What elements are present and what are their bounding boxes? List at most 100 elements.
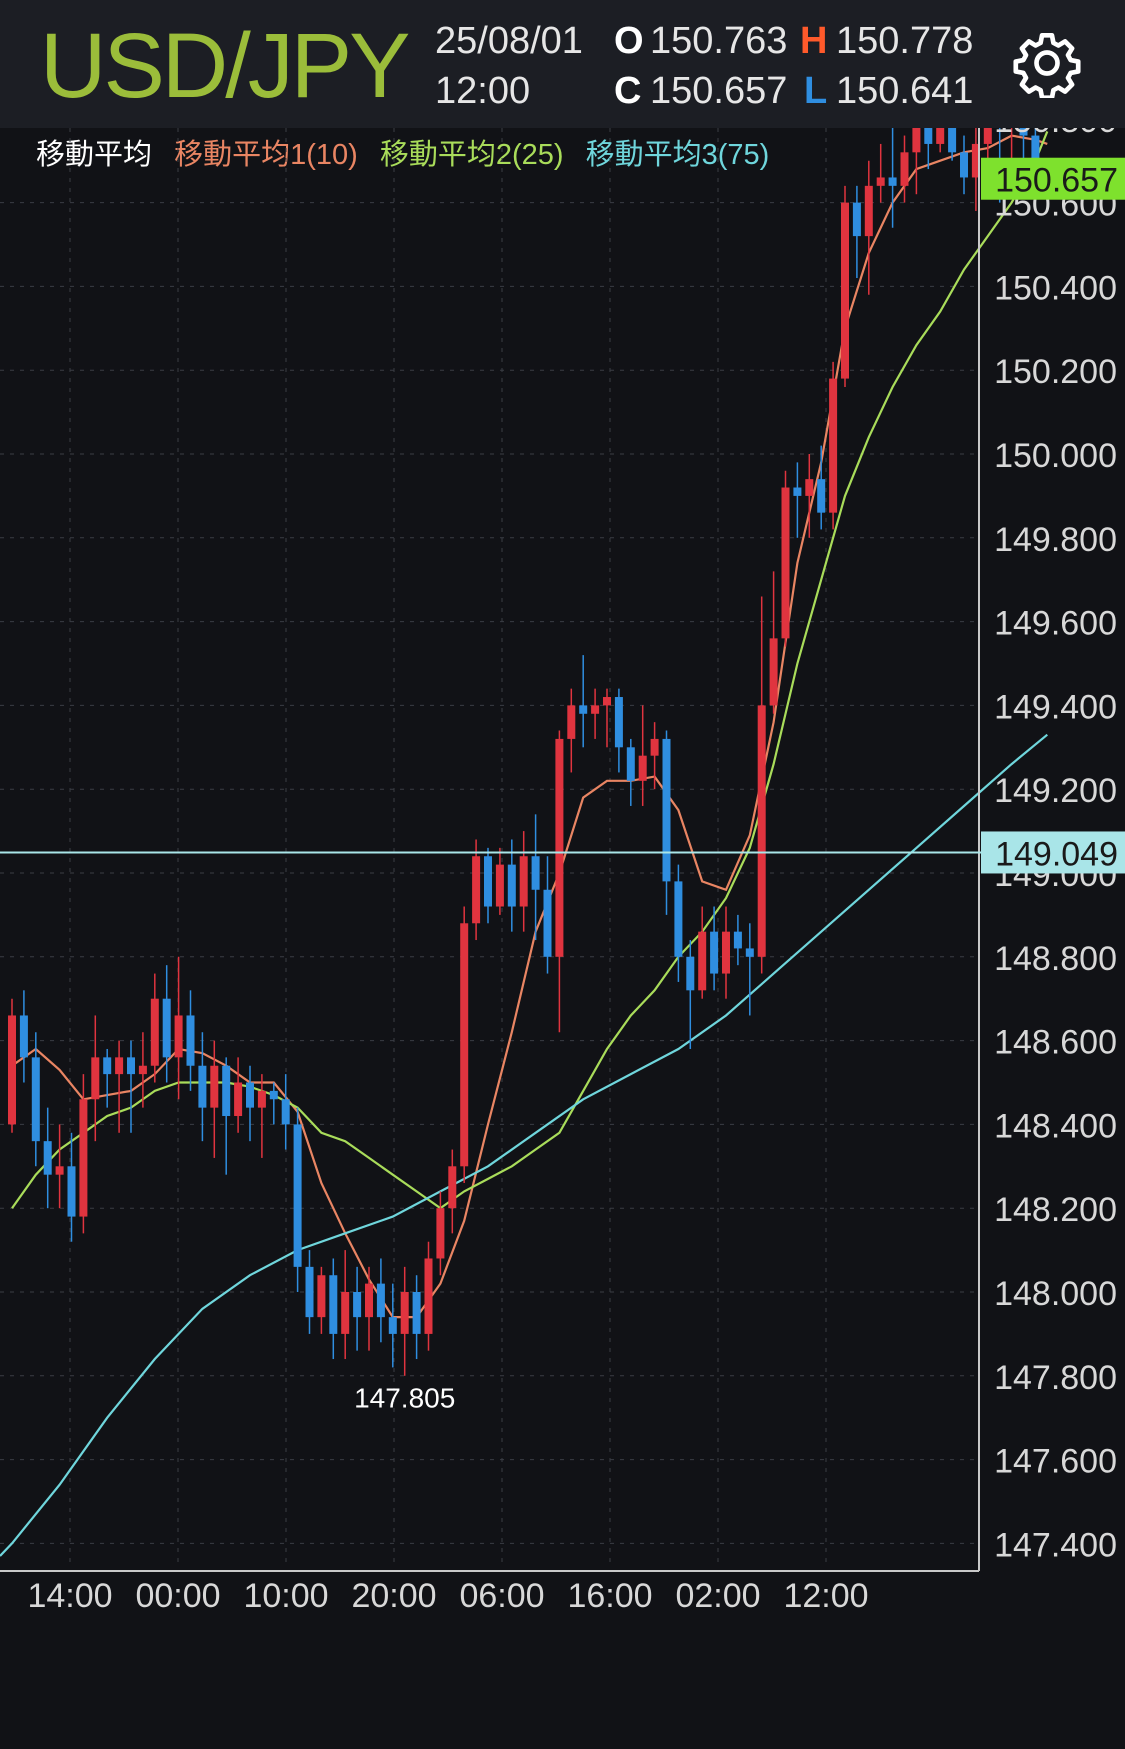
candle-body xyxy=(79,1099,88,1217)
close-label: C xyxy=(614,70,642,112)
chart-axes: 151.000150.800150.600150.400150.200150.0… xyxy=(0,128,1117,1615)
candle-body xyxy=(852,202,861,237)
current-price-tag xyxy=(981,157,1125,200)
ma3-line xyxy=(0,733,1048,1557)
candle-body xyxy=(127,1057,135,1075)
low-marker: 147.805 xyxy=(354,1383,455,1414)
candle-body xyxy=(543,889,552,957)
candle-body xyxy=(103,1057,112,1075)
close-value: 150.657 xyxy=(650,70,788,112)
candle-body xyxy=(448,1166,457,1209)
candle-body xyxy=(579,705,588,714)
candle-body xyxy=(376,1283,385,1318)
candle-body xyxy=(971,143,980,178)
candle-body xyxy=(281,1099,290,1125)
current-price-text: 150.657 xyxy=(995,162,1118,200)
candle-body xyxy=(222,1065,231,1117)
candle-body xyxy=(793,487,802,496)
candle-body xyxy=(412,1292,421,1334)
moving-average-legend[interactable]: 移動平均 移動平均1(10) 移動平均2(25) 移動平均3(75) xyxy=(36,131,783,173)
candle-body xyxy=(91,1057,100,1100)
chart-header: USD/JPY 25/08/01 12:00 O 150.763 H 150.7… xyxy=(0,0,1125,128)
candle-body xyxy=(8,1015,16,1125)
candle-body xyxy=(115,1057,124,1075)
y-tick-label: 150.200 xyxy=(994,353,1117,391)
y-tick-label: 150.000 xyxy=(994,437,1117,475)
open-label: O xyxy=(614,20,644,62)
candle-body xyxy=(805,479,814,496)
y-tick-label: 149.200 xyxy=(994,772,1117,810)
legend-ma3: 移動平均3(75) xyxy=(585,139,770,171)
x-tick-label: 06:00 xyxy=(459,1577,544,1615)
candle-body xyxy=(436,1208,445,1259)
candle-body xyxy=(960,152,968,178)
x-tick-label: 20:00 xyxy=(351,1577,436,1615)
candle-body xyxy=(246,1082,254,1108)
candle-body xyxy=(912,128,921,153)
candle-body xyxy=(234,1082,243,1117)
x-tick-label: 02:00 xyxy=(675,1577,760,1615)
y-tick-label: 149.600 xyxy=(994,605,1117,643)
candle-body xyxy=(769,638,778,706)
candle-body xyxy=(484,856,492,907)
candle-body xyxy=(19,1015,28,1058)
candle-body xyxy=(745,948,754,957)
candle-body xyxy=(67,1166,76,1217)
y-tick-label: 149.800 xyxy=(994,521,1117,559)
candle-body xyxy=(722,931,730,974)
candle-time: 12:00 xyxy=(435,70,531,112)
y-tick-label: 147.800 xyxy=(994,1359,1117,1397)
high-value: 150.778 xyxy=(836,20,974,62)
candle-body xyxy=(650,738,659,756)
candle-body xyxy=(365,1283,373,1318)
candle-body xyxy=(353,1292,362,1318)
candle-body xyxy=(317,1275,326,1318)
candle-body xyxy=(674,881,683,957)
candle-body xyxy=(781,487,790,639)
candle-body xyxy=(198,1065,207,1108)
candle-body xyxy=(698,931,707,991)
candle-body xyxy=(293,1124,302,1267)
legend-ma2: 移動平均2(25) xyxy=(379,139,564,171)
candle-body xyxy=(900,152,909,186)
candle-body xyxy=(531,856,540,890)
candlestick-chart[interactable]: 151.000150.800150.600150.400150.200150.0… xyxy=(0,128,1125,1749)
candle-body xyxy=(257,1090,266,1108)
candle-body xyxy=(948,128,957,153)
candle-body xyxy=(460,923,469,1167)
candle-body xyxy=(888,177,897,186)
candle-body xyxy=(1019,128,1028,136)
candle-body xyxy=(626,747,635,781)
candle-body xyxy=(638,755,647,781)
open-value: 150.763 xyxy=(650,20,788,62)
candle-body xyxy=(710,931,719,974)
candle-body xyxy=(829,378,838,513)
candle-body xyxy=(733,931,742,949)
candle-body xyxy=(472,856,481,924)
chart-grid xyxy=(0,128,979,1567)
candle-body xyxy=(269,1090,278,1100)
currency-pair-title[interactable]: USD/JPY xyxy=(40,15,411,117)
candle-body xyxy=(603,697,611,706)
candle-body xyxy=(495,864,504,907)
x-tick-label: 16:00 xyxy=(567,1577,652,1615)
candle-body xyxy=(31,1057,40,1142)
high-label: H xyxy=(800,20,828,62)
ma2-line xyxy=(11,130,1049,1210)
y-tick-label: 150.800 xyxy=(994,128,1117,140)
candle-body xyxy=(591,705,600,714)
candle-body xyxy=(341,1292,350,1334)
ma1-line xyxy=(11,134,1048,1319)
candle-body xyxy=(43,1141,52,1175)
candle-body xyxy=(55,1166,64,1175)
candle-body xyxy=(138,1065,147,1075)
candle-date: 25/08/01 xyxy=(435,20,583,62)
candle-body xyxy=(424,1258,433,1334)
candle-body xyxy=(186,1015,195,1066)
candle-body xyxy=(507,864,516,907)
y-tick-label: 147.600 xyxy=(994,1443,1117,1481)
candle-body xyxy=(757,705,766,957)
gear-icon[interactable] xyxy=(1012,28,1082,98)
y-tick-label: 148.200 xyxy=(994,1191,1117,1229)
